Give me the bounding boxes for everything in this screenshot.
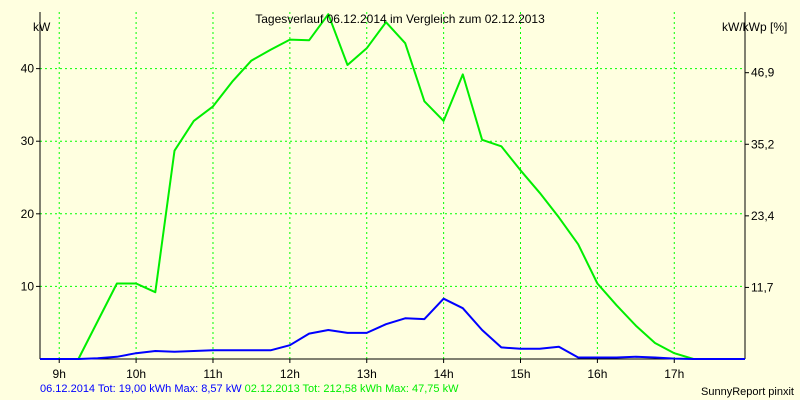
- y2-axis-label: kW/kWp [%]: [722, 20, 787, 34]
- x-tick-labels: 9h 10h 11h 12h 13h 14h 15h 16h 17h: [53, 359, 684, 381]
- y2-tick-label: 35,2: [751, 137, 775, 151]
- x-tick-label: 10h: [126, 367, 146, 381]
- y-tick-label: 10: [21, 279, 35, 293]
- x-tick-label: 13h: [357, 367, 377, 381]
- series-line-02-12-2013: [40, 13, 745, 360]
- x-tick-label: 11h: [203, 367, 222, 381]
- y-tick-label: 20: [21, 207, 35, 221]
- y2-tick-labels: 11,7 23,4 35,2 46,9: [745, 66, 775, 294]
- y2-tick-label: 46,9: [751, 66, 775, 80]
- y-axis-label: kW: [33, 20, 51, 34]
- footer-stats: 06.12.2014 Tot: 19,00 kWh Max: 8,57 kW 0…: [40, 383, 458, 395]
- chart-title: Tagesverlauf 06.12.2014 im Vergleich zum…: [255, 12, 545, 26]
- series-layer: [40, 13, 745, 360]
- x-tick-label: 12h: [280, 367, 300, 381]
- x-tick-label: 9h: [53, 367, 66, 381]
- x-tick-label: 16h: [587, 367, 607, 381]
- x-tick-label: 15h: [510, 367, 530, 381]
- x-tick-label: 17h: [664, 367, 684, 381]
- footer-2013-stats: 02.12.2013 Tot: 212,58 kWh Max: 47,75 kW: [244, 383, 459, 395]
- credit-label: SunnyReport pinxit: [701, 386, 794, 398]
- x-tick-label: 14h: [434, 367, 454, 381]
- y-tick-label: 40: [21, 62, 35, 76]
- y2-tick-label: 23,4: [751, 209, 775, 223]
- series-line-06-12-2014: [40, 297, 745, 360]
- footer-2014-stats: 06.12.2014 Tot: 19,00 kWh Max: 8,57 kW: [40, 383, 242, 395]
- y2-tick-label: 11,7: [751, 280, 774, 294]
- y-tick-labels: 10 20 30 40: [21, 62, 40, 293]
- axis-frame: [39, 12, 746, 360]
- y-tick-label: 30: [21, 134, 35, 148]
